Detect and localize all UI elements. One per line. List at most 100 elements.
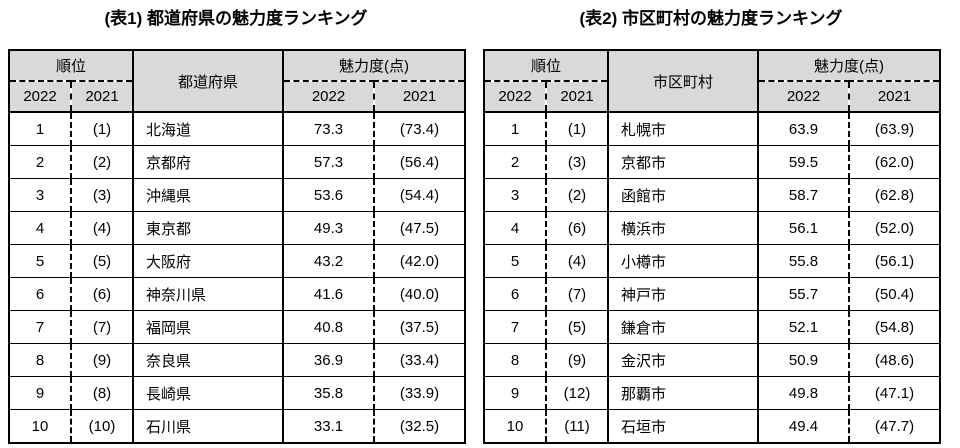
score-2022-cell: 63.9 bbox=[757, 111, 850, 146]
area-name-cell: 神奈川県 bbox=[132, 277, 284, 311]
score-2021-cell: (33.4) bbox=[373, 343, 466, 377]
score-2021-cell: (32.5) bbox=[373, 409, 466, 443]
header-score-group: 魅力度(点) bbox=[282, 50, 466, 82]
area-name-cell: 京都府 bbox=[132, 145, 284, 179]
score-2021-cell: (33.9) bbox=[373, 376, 466, 410]
area-name-cell: 大阪府 bbox=[132, 244, 284, 278]
area-name-cell: 福岡県 bbox=[132, 310, 284, 344]
header-score-2022: 2022 bbox=[282, 81, 375, 113]
rank-2022-cell: 3 bbox=[484, 178, 546, 212]
header-rank-group: 順位 bbox=[484, 50, 609, 82]
header-area-name: 都道府県 bbox=[132, 50, 284, 113]
table1-title: (表1) 都道府県の魅力度ランキング bbox=[104, 9, 368, 28]
score-2021-cell: (54.8) bbox=[848, 310, 941, 344]
area-name-cell: 小樽市 bbox=[607, 244, 759, 278]
header-rank-2021: 2021 bbox=[69, 81, 134, 113]
score-2021-cell: (54.4) bbox=[373, 178, 466, 212]
rank-2022-cell: 9 bbox=[484, 376, 546, 410]
score-2022-cell: 43.2 bbox=[282, 244, 375, 278]
table-row: 3 (3) 沖縄県 53.6 (54.4) bbox=[9, 178, 466, 212]
rank-2021-cell: (9) bbox=[544, 343, 609, 377]
rank-2021-cell: (9) bbox=[69, 343, 134, 377]
header-score-2021: 2021 bbox=[373, 81, 466, 113]
score-2021-cell: (62.0) bbox=[848, 145, 941, 179]
score-2022-cell: 57.3 bbox=[282, 145, 375, 179]
rank-2021-cell: (2) bbox=[69, 145, 134, 179]
area-name-cell: 東京都 bbox=[132, 211, 284, 245]
rank-2021-cell: (6) bbox=[544, 211, 609, 245]
area-name-cell: 石垣市 bbox=[607, 409, 759, 443]
header-rank-2022: 2022 bbox=[484, 81, 546, 113]
area-name-cell: 鎌倉市 bbox=[607, 310, 759, 344]
rank-2022-cell: 10 bbox=[9, 409, 71, 443]
rank-2021-cell: (5) bbox=[69, 244, 134, 278]
rank-2022-cell: 9 bbox=[9, 376, 71, 410]
table-row: 9 (8) 長崎県 35.8 (33.9) bbox=[9, 376, 466, 410]
score-2022-cell: 49.8 bbox=[757, 376, 850, 410]
table-row: 6 (7) 神戸市 55.7 (50.4) bbox=[484, 277, 941, 311]
rank-2021-cell: (7) bbox=[544, 277, 609, 311]
table-row: 7 (7) 福岡県 40.8 (37.5) bbox=[9, 310, 466, 344]
table-row: 2 (3) 京都市 59.5 (62.0) bbox=[484, 145, 941, 179]
score-2022-cell: 55.7 bbox=[757, 277, 850, 311]
area-name-cell: 長崎県 bbox=[132, 376, 284, 410]
score-2022-cell: 40.8 bbox=[282, 310, 375, 344]
rank-2022-cell: 3 bbox=[9, 178, 71, 212]
header-year-row: 2022 2021 2022 2021 bbox=[9, 81, 466, 113]
rank-2022-cell: 8 bbox=[9, 343, 71, 377]
score-2022-cell: 49.4 bbox=[757, 409, 850, 443]
header-score-2022: 2022 bbox=[757, 81, 850, 113]
score-2022-cell: 33.1 bbox=[282, 409, 375, 443]
area-name-cell: 那覇市 bbox=[607, 376, 759, 410]
rank-2022-cell: 5 bbox=[9, 244, 71, 278]
header-rank-group: 順位 bbox=[9, 50, 134, 82]
table2-title: (表2) 市区町村の魅力度ランキング bbox=[579, 9, 843, 28]
area-name-cell: 神戸市 bbox=[607, 277, 759, 311]
rank-2022-cell: 1 bbox=[484, 111, 546, 146]
score-2022-cell: 36.9 bbox=[282, 343, 375, 377]
table-row: 8 (9) 金沢市 50.9 (48.6) bbox=[484, 343, 941, 377]
rank-2021-cell: (5) bbox=[544, 310, 609, 344]
header-area-name: 市区町村 bbox=[607, 50, 759, 113]
header-rank-2022: 2022 bbox=[9, 81, 71, 113]
rank-2022-cell: 6 bbox=[9, 277, 71, 311]
score-2022-cell: 41.6 bbox=[282, 277, 375, 311]
area-name-cell: 横浜市 bbox=[607, 211, 759, 245]
score-2021-cell: (40.0) bbox=[373, 277, 466, 311]
score-2022-cell: 52.1 bbox=[757, 310, 850, 344]
rank-2021-cell: (3) bbox=[544, 145, 609, 179]
area-name-cell: 金沢市 bbox=[607, 343, 759, 377]
score-2022-cell: 56.1 bbox=[757, 211, 850, 245]
score-2022-cell: 55.8 bbox=[757, 244, 850, 278]
rank-2022-cell: 5 bbox=[484, 244, 546, 278]
rank-2022-cell: 7 bbox=[9, 310, 71, 344]
score-2021-cell: (37.5) bbox=[373, 310, 466, 344]
table-row: 1 (1) 北海道 73.3 (73.4) bbox=[9, 111, 466, 146]
score-2021-cell: (50.4) bbox=[848, 277, 941, 311]
rank-2021-cell: (4) bbox=[69, 211, 134, 245]
score-2021-cell: (47.1) bbox=[848, 376, 941, 410]
rank-2021-cell: (2) bbox=[544, 178, 609, 212]
rank-2021-cell: (3) bbox=[69, 178, 134, 212]
header-rank-2021: 2021 bbox=[544, 81, 609, 113]
rank-2021-cell: (12) bbox=[544, 376, 609, 410]
rank-2022-cell: 8 bbox=[484, 343, 546, 377]
area-name-cell: 函館市 bbox=[607, 178, 759, 212]
rank-2021-cell: (4) bbox=[544, 244, 609, 278]
area-name-cell: 北海道 bbox=[132, 111, 284, 146]
score-2022-cell: 59.5 bbox=[757, 145, 850, 179]
rank-2022-cell: 6 bbox=[484, 277, 546, 311]
area-name-cell: 奈良県 bbox=[132, 343, 284, 377]
table-row: 3 (2) 函館市 58.7 (62.8) bbox=[484, 178, 941, 212]
municipality-ranking-block: (表2) 市区町村の魅力度ランキング 順位 市区町村 魅力度(点) 2022 2… bbox=[483, 6, 942, 444]
score-2022-cell: 49.3 bbox=[282, 211, 375, 245]
score-2021-cell: (62.8) bbox=[848, 178, 941, 212]
table-row: 5 (5) 大阪府 43.2 (42.0) bbox=[9, 244, 466, 278]
rank-2022-cell: 10 bbox=[484, 409, 546, 443]
score-2022-cell: 35.8 bbox=[282, 376, 375, 410]
table-row: 10 (11) 石垣市 49.4 (47.7) bbox=[484, 409, 941, 443]
table-row: 7 (5) 鎌倉市 52.1 (54.8) bbox=[484, 310, 941, 344]
score-2022-cell: 58.7 bbox=[757, 178, 850, 212]
header-score-2021: 2021 bbox=[848, 81, 941, 113]
